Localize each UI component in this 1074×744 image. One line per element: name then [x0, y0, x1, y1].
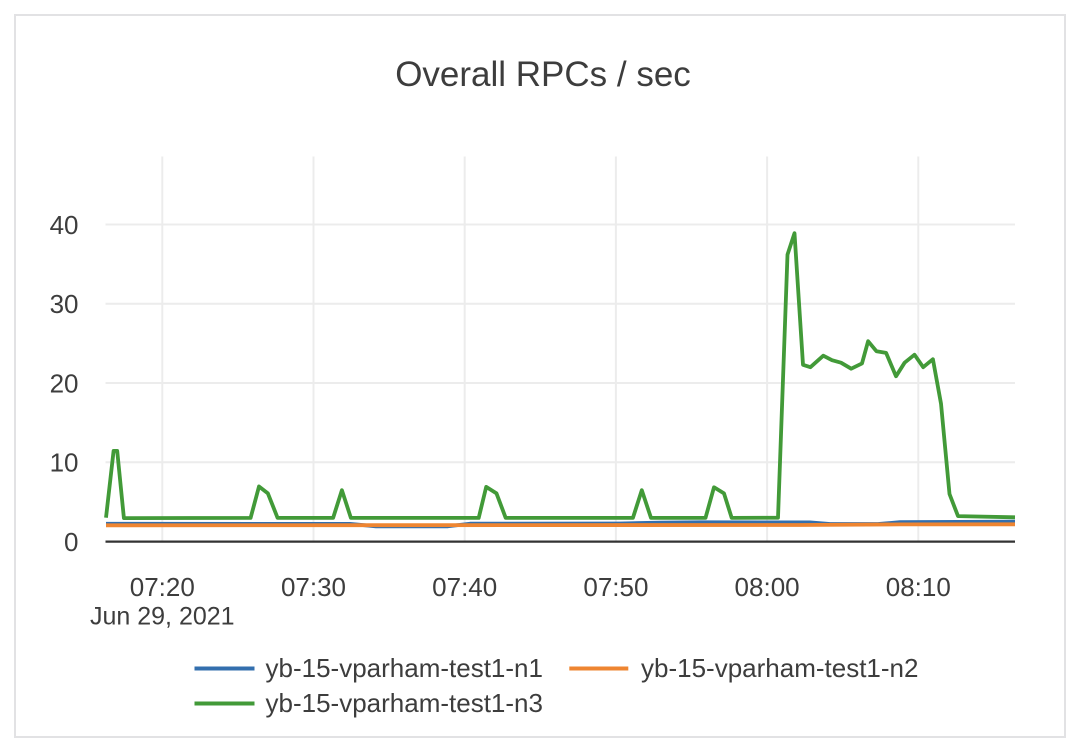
- svg-text:30: 30: [50, 289, 79, 319]
- svg-text:07:50: 07:50: [583, 572, 648, 602]
- svg-text:yb-15-vparham-test1-n2: yb-15-vparham-test1-n2: [641, 653, 918, 683]
- svg-text:0: 0: [64, 527, 78, 557]
- svg-text:Overall RPCs / sec: Overall RPCs / sec: [395, 55, 691, 94]
- svg-text:08:10: 08:10: [886, 572, 951, 602]
- svg-text:07:30: 07:30: [281, 572, 346, 602]
- svg-text:yb-15-vparham-test1-n3: yb-15-vparham-test1-n3: [266, 688, 543, 718]
- svg-text:yb-15-vparham-test1-n1: yb-15-vparham-test1-n1: [266, 653, 543, 683]
- svg-text:40: 40: [50, 210, 79, 240]
- svg-text:07:20: 07:20: [130, 572, 195, 602]
- svg-text:Jun 29, 2021: Jun 29, 2021: [90, 603, 235, 631]
- svg-text:07:40: 07:40: [432, 572, 497, 602]
- svg-text:08:00: 08:00: [735, 572, 800, 602]
- svg-text:10: 10: [50, 448, 79, 478]
- svg-text:20: 20: [50, 368, 79, 398]
